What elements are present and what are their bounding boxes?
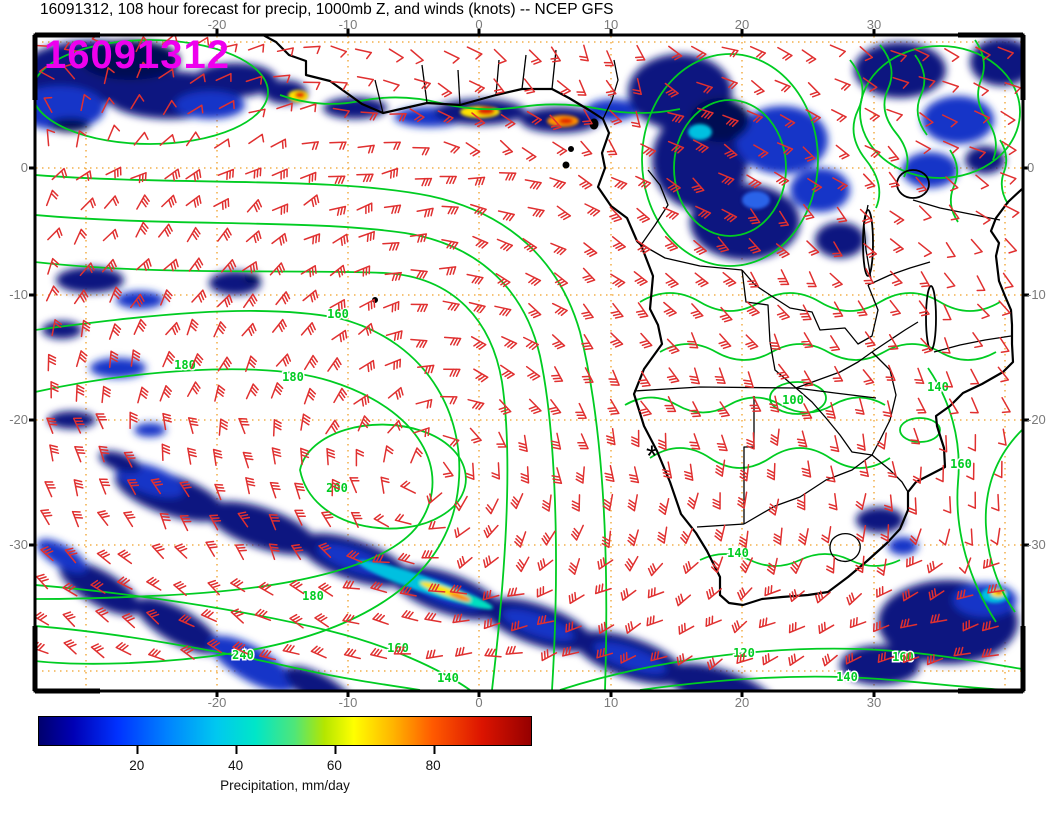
x-tick-top: -10 (338, 17, 358, 32)
contour-label: 180 (174, 358, 196, 372)
country-border (933, 335, 1012, 353)
country-border (633, 386, 877, 399)
x-tick-top: 10 (603, 17, 619, 32)
y-tick-left: -20 (9, 412, 28, 427)
contour-label: 160 (950, 457, 972, 471)
contour-label: 160 (387, 641, 409, 655)
country-border (640, 169, 669, 246)
contour-label: 100 (782, 393, 804, 407)
precip-shading (36, 38, 1022, 690)
x-tick-top: 0 (475, 17, 483, 32)
y-tick-left: -30 (9, 537, 28, 552)
x-tick-bottom: 10 (603, 695, 619, 710)
x-tick-bottom: 30 (866, 695, 882, 710)
contour-label: 140 (437, 671, 459, 685)
country-border (374, 79, 384, 114)
country-border (521, 54, 527, 90)
y-tick-right: -20 (1027, 412, 1046, 427)
x-tick-bottom: -10 (338, 695, 358, 710)
colorbar-tick: 60 (326, 745, 342, 773)
page-title: 16091312, 108 hour forecast for precip, … (40, 1, 614, 18)
coastline (262, 36, 1022, 607)
country-border (871, 321, 919, 353)
country-border (636, 241, 743, 271)
colorbar-tick: 80 (425, 745, 441, 773)
axis-ticks (29, 29, 1029, 697)
y-tick-left: 0 (20, 160, 28, 175)
y-tick-right: 0 (1027, 160, 1035, 175)
country-border (741, 269, 879, 345)
country-border (457, 69, 461, 106)
colorbar-gradient (38, 716, 532, 746)
y-tick-right: -10 (1027, 287, 1046, 302)
frame-corner-bars (32, 32, 1026, 694)
country-border (829, 533, 861, 562)
colorbar-tick: 20 (129, 745, 145, 773)
country-border (912, 199, 1001, 221)
country-border (495, 59, 500, 96)
colorbar-caption: Precipitation, mm/day (220, 778, 350, 793)
x-tick-top: 20 (734, 17, 750, 32)
x-tick-bottom: 0 (475, 695, 483, 710)
lake-victoria (896, 169, 930, 199)
country-border (741, 269, 797, 389)
colorbar-tick: 40 (228, 745, 244, 773)
map-frame (33, 33, 1025, 693)
contour-label: 160 (327, 307, 349, 321)
x-tick-top: -20 (207, 17, 227, 32)
x-tick-bottom: 20 (734, 695, 750, 710)
contour-label: 180 (282, 370, 304, 384)
wind-barbs (36, 36, 1022, 671)
contour-label: 140 (836, 670, 858, 684)
y-tick-right: -30 (1027, 537, 1046, 552)
island (562, 161, 570, 169)
island (568, 146, 574, 152)
x-tick-bottom: -20 (207, 695, 227, 710)
country-border (696, 523, 745, 528)
country-border (551, 49, 557, 90)
country-border (602, 59, 619, 120)
station-marker: * (646, 440, 658, 473)
country-border (795, 387, 873, 456)
y-tick-left: -10 (9, 287, 28, 302)
country-border (421, 64, 428, 104)
country-border (743, 396, 755, 524)
country-border (743, 454, 873, 525)
country-border (867, 261, 931, 286)
graticule (36, 36, 1022, 690)
contour-label: 140 (927, 380, 949, 394)
height-contours (36, 39, 1022, 690)
contour-label: 240 (232, 648, 254, 662)
colorbar: 20 40 60 80 Precipitation, mm/day (38, 716, 532, 800)
watermark: 16091312 (44, 33, 230, 77)
contour-label: 140 (727, 546, 749, 560)
x-tick-top: 30 (866, 17, 882, 32)
contour-label: 180 (302, 589, 324, 603)
lake-tanganyika (862, 209, 874, 277)
